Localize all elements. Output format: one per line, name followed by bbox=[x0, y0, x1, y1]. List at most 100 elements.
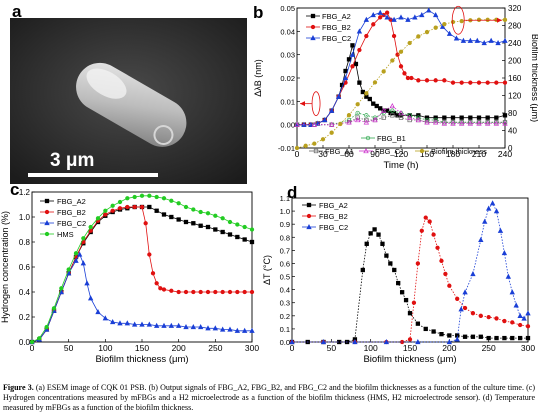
y-tick-label: 1.1 bbox=[280, 194, 290, 203]
series-hms-point bbox=[51, 306, 57, 311]
series-fbg-a2-point bbox=[384, 253, 389, 258]
series-fbg-a2-point bbox=[459, 115, 464, 120]
series-fbg-c2-point bbox=[76, 251, 83, 257]
series-fbg-a2-point bbox=[213, 227, 218, 232]
series-fbg-c1-point bbox=[328, 121, 335, 127]
series-fbg-a2-point bbox=[198, 223, 203, 228]
series-fbg-b2-point bbox=[364, 33, 369, 39]
chart-panel-d: 0 50 100 150 200 250 300 0.0 0.1 0.2 0.3 0.4 0.5 0.6 0… bbox=[262, 186, 538, 371]
series-fbg-c1-point bbox=[502, 120, 508, 126]
y-tick-label: 0.8 bbox=[19, 238, 31, 247]
series-fbg-b2-point bbox=[470, 311, 476, 316]
series-fbg-b2-point bbox=[183, 289, 189, 295]
series-fbg-c1-point bbox=[432, 119, 439, 125]
series-fbg-c2-point bbox=[370, 12, 376, 18]
series-fbg-a2-point bbox=[176, 217, 181, 222]
series-fbg-b2-point bbox=[249, 289, 255, 295]
legend-item-fbg_b2-marker bbox=[306, 213, 312, 219]
series-fbg-c1-point bbox=[346, 119, 352, 125]
series-biofilm-thickness-point bbox=[390, 58, 395, 63]
series-fbg-c2-point bbox=[205, 325, 211, 331]
series-fbg-b1-point bbox=[346, 117, 352, 123]
series-fbg-a2-point bbox=[154, 208, 159, 213]
series-biofilm-thickness-point bbox=[476, 17, 482, 22]
series-fbg-b2-point bbox=[242, 289, 247, 295]
series-hms-point bbox=[147, 193, 152, 198]
series-fbg-a2-point bbox=[227, 232, 233, 237]
y2-axis-label: Biofilm thickness (μm) bbox=[530, 34, 538, 122]
y-tick-label: 0.2 bbox=[280, 312, 290, 321]
series-hms-point bbox=[198, 209, 203, 215]
y-tick-label: 0.4 bbox=[19, 288, 31, 297]
series-fbg-c2-point bbox=[481, 40, 487, 46]
series-fbg-c1-point bbox=[380, 107, 387, 113]
series-hms-point bbox=[161, 196, 167, 201]
series-fbg-b2-point bbox=[525, 324, 531, 329]
series-fbg-c2-point bbox=[131, 321, 138, 327]
series-biofilm-thickness-point bbox=[424, 29, 430, 35]
series-fbg-c2-point bbox=[352, 339, 358, 345]
x-tick-label: 100 bbox=[364, 343, 378, 353]
series-fbg-a2-point bbox=[380, 241, 385, 246]
series-fbg-b2-point bbox=[378, 15, 383, 20]
x-tick-label: 250 bbox=[482, 343, 496, 353]
series-fbg-a2-point bbox=[415, 321, 421, 326]
series-fbg-a2-point bbox=[407, 311, 413, 316]
x-tick-label: 90 bbox=[370, 149, 380, 159]
series-fbg-c2-point bbox=[446, 339, 453, 345]
series-biofilm-thickness-point bbox=[407, 40, 412, 46]
series-fbg-c2-point bbox=[190, 324, 197, 330]
series-fbg-c2-point bbox=[513, 302, 519, 308]
series-hms-point bbox=[37, 336, 42, 341]
series-fbg-a2-point bbox=[439, 331, 444, 337]
y-tick-label: 0.6 bbox=[280, 259, 290, 268]
legend-item-fbg_c2-marker bbox=[310, 35, 316, 41]
y-tick-label: 0.05 bbox=[280, 4, 295, 13]
legend-item-fbg_a2-marker bbox=[44, 198, 50, 204]
series-fbg-a2-point bbox=[376, 232, 381, 237]
series-fbg-b2-point bbox=[455, 296, 460, 301]
series-fbg-c2-point bbox=[501, 250, 508, 256]
series-fbg-a2-point bbox=[447, 333, 452, 338]
series-fbg-a1-point bbox=[364, 117, 369, 123]
series-fbg-c2-point bbox=[482, 218, 488, 224]
series-fbg-a2-point bbox=[450, 115, 456, 120]
panel-label-d: d bbox=[287, 183, 298, 202]
series-fbg-b2-point bbox=[139, 204, 145, 210]
series-biofilm-thickness-point bbox=[485, 17, 490, 22]
series-fbg-c2-point bbox=[153, 322, 160, 328]
series-fbg-c2-point bbox=[73, 257, 79, 263]
series-fbg-c2-point bbox=[139, 321, 145, 327]
series-fbg-c1-point bbox=[389, 103, 396, 109]
series-fbg-b1-point bbox=[364, 113, 369, 118]
series-fbg-c2-point bbox=[467, 37, 474, 43]
series-hms-line bbox=[31, 195, 253, 343]
esem-image bbox=[10, 18, 247, 184]
y-tick-label: 0.2 bbox=[19, 313, 31, 322]
series-fbg-b2-point bbox=[395, 52, 400, 57]
series-biofilm-thickness-point bbox=[338, 121, 343, 127]
x-tick-label: 50 bbox=[327, 343, 337, 353]
series-fbg-b2-point bbox=[447, 283, 452, 288]
series-biofilm-thickness-point bbox=[433, 25, 438, 30]
series-fbg-a2-point bbox=[384, 108, 390, 113]
chart-panel-b: 0 30 60 90 120 150 180 210 240 -0.01 0.00 0.01 0.02 0… bbox=[250, 0, 538, 190]
series-fbg-c2-point bbox=[219, 326, 226, 332]
series-fbg-b2-point bbox=[423, 215, 428, 220]
series-fbg-c2-point bbox=[398, 14, 404, 20]
chart-b: 0 30 60 90 120 150 180 210 240 -0.01 0.00 0.01 0.02 0… bbox=[253, 4, 538, 171]
series-fbg-a2-point bbox=[357, 80, 362, 85]
series-fbg-c1-point bbox=[493, 120, 500, 126]
series-fbg-c1-point bbox=[372, 117, 378, 123]
series-fbg-b2-point bbox=[384, 10, 390, 15]
series-biofilm-thickness-point bbox=[320, 137, 326, 142]
series-fbg-a1-point bbox=[450, 120, 456, 125]
chart-panel-c: 0 50 100 150 200 250 300 0.0 0.2 0.4 0.6 0.8 1.0 1.2 B… bbox=[0, 186, 262, 371]
series-fbg-c1-point bbox=[476, 120, 482, 126]
series-fbg-a2-point bbox=[368, 231, 373, 236]
x-tick-label: 60 bbox=[344, 149, 354, 159]
series-fbg-a2-point bbox=[350, 43, 355, 48]
series-fbg-b2-point bbox=[161, 287, 167, 292]
y-tick-label: 0.01 bbox=[280, 97, 295, 106]
series-hms-point bbox=[191, 207, 196, 212]
